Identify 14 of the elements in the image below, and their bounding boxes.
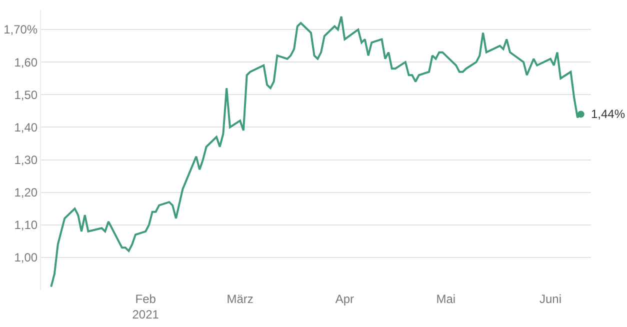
y-tick-label: 1,00 [14,250,38,265]
x-tick-label: Apr [335,292,354,306]
x-tick-label: Feb 2021 [132,292,160,322]
x-tick-label: Juni [540,292,562,306]
x-tick-label: März [226,292,254,306]
y-tick-label: 1,40 [14,120,38,134]
x-tick-label: Mai [436,292,456,306]
y-tick-label: 1,20 [14,186,38,200]
y-tick-label: 1,60 [14,55,38,70]
y-tick-label: 1,70% [4,22,38,37]
y-tick-label: 1,30 [14,152,38,167]
y-tick-label: 1,10 [14,218,38,232]
annotation: 1,44% [591,107,626,121]
y-tick-label: 1,50 [14,88,38,102]
